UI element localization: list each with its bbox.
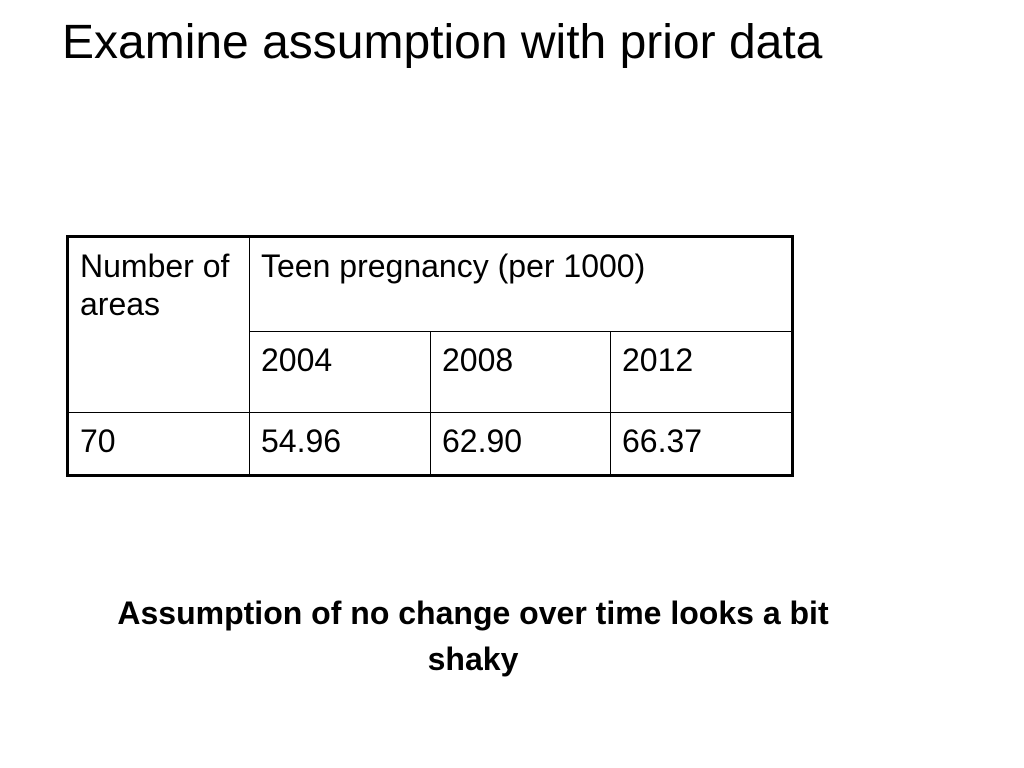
cell-rate: 54.96 — [249, 412, 431, 476]
conclusion-text: Assumption of no change over time looks … — [117, 595, 829, 677]
cell-rate: 62.90 — [430, 412, 611, 476]
table-row: 70 54.96 62.90 66.37 — [67, 412, 793, 476]
header-year: 2012 — [610, 331, 793, 413]
cell-number-of-areas: 70 — [67, 412, 250, 476]
table-header-row: Number of areas Teen pregnancy (per 1000… — [67, 236, 793, 413]
header-number-of-areas: Number of areas — [67, 236, 250, 413]
header-teen-pregnancy: Teen pregnancy (per 1000) — [249, 236, 793, 332]
cell-rate: 66.37 — [610, 412, 793, 476]
header-year: 2008 — [430, 331, 611, 413]
teen-pregnancy-table: Number of areas Teen pregnancy (per 1000… — [66, 235, 794, 477]
slide-title: Examine assumption with prior data — [62, 16, 823, 69]
header-year: 2004 — [249, 331, 431, 413]
table-year-row: 2004 2008 2012 — [68, 331, 793, 413]
